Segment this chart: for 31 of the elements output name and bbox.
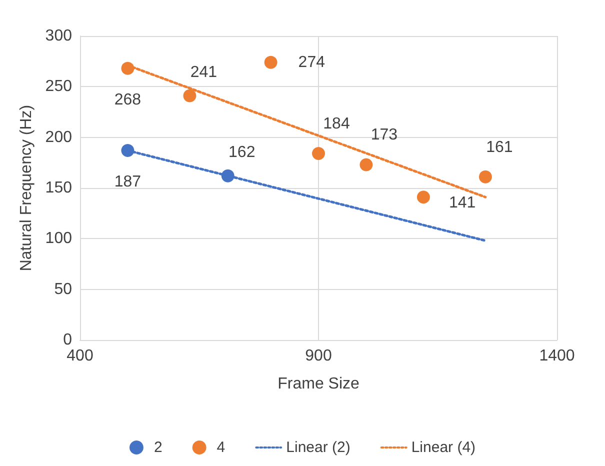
y-tick-label: 50: [54, 280, 72, 298]
legend-label: 2: [154, 439, 162, 456]
legend-label: Linear (4): [411, 439, 476, 456]
point: [478, 170, 492, 184]
x-axis-title: Frame Size: [278, 376, 360, 392]
y-tick-label: 150: [45, 180, 72, 196]
data-label: 141: [448, 194, 476, 212]
x-tick-label: 400: [66, 348, 94, 364]
data-label: 187: [114, 174, 142, 191]
data-label: 161: [486, 138, 513, 156]
point: [312, 147, 325, 160]
y-tick-label: 0: [63, 332, 72, 348]
point: [183, 89, 196, 102]
legend-label: Linear (2): [286, 439, 350, 456]
y-tick-label: 100: [45, 230, 72, 248]
legend-label: 4: [216, 439, 226, 456]
point: [264, 56, 278, 69]
data-label: 274: [298, 54, 326, 71]
x-tick-label: 900: [305, 348, 332, 364]
y-tick-label: 300: [45, 28, 72, 44]
data-label: 268: [114, 91, 142, 108]
y-axis-title: Natural Frequency (Hz): [18, 104, 35, 272]
data-label: 173: [370, 126, 398, 144]
y-tick-label: 250: [45, 78, 72, 96]
data-label: 162: [228, 144, 256, 161]
x-tick-label: 1400: [539, 348, 575, 364]
data-label: 184: [323, 116, 350, 133]
data-label: 241: [190, 64, 218, 81]
point: [360, 158, 373, 172]
point: [416, 190, 430, 204]
y-tick-label: 200: [45, 128, 72, 146]
